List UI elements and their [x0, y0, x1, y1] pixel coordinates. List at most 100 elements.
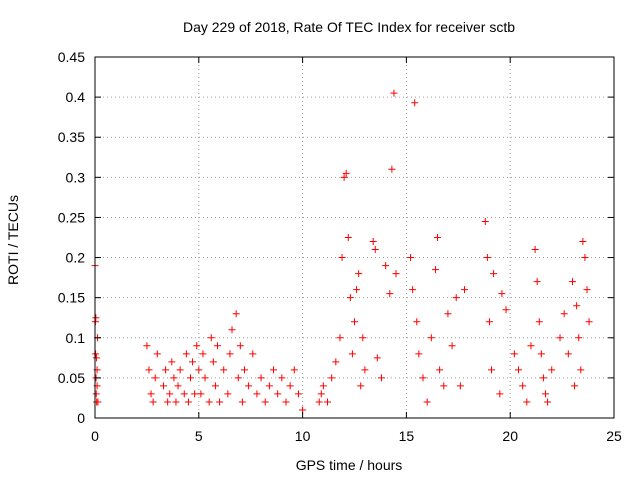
data-point [290, 366, 298, 374]
data-point [560, 310, 568, 318]
data-point [427, 334, 435, 342]
data-point [461, 286, 469, 294]
y-tick-label: 0.15 [58, 290, 85, 306]
data-point [519, 382, 527, 390]
axis-ticks: 0 0.05 0.1 0.15 0.2 0.25 0.3 0.35 0.4 0.45 0 5 10 15 2… [58, 49, 622, 444]
data-point [232, 310, 240, 318]
data-point [257, 374, 265, 382]
data-point [409, 286, 417, 294]
data-point [176, 366, 184, 374]
data-point [253, 390, 261, 398]
data-point [523, 398, 531, 406]
data-point [527, 342, 535, 350]
data-point [436, 366, 444, 374]
data-point [211, 382, 219, 390]
data-point [485, 318, 493, 326]
data-point [488, 366, 496, 374]
plot-frame [94, 56, 615, 419]
data-point [577, 366, 585, 374]
data-point [431, 266, 439, 274]
data-point [386, 290, 394, 298]
data-point [369, 238, 377, 246]
data-point [573, 302, 581, 310]
data-point [535, 318, 543, 326]
data-point [531, 246, 539, 254]
y-tick-label: 0.1 [66, 330, 86, 346]
data-point [265, 382, 273, 390]
data-point [415, 350, 423, 358]
data-point [481, 217, 489, 225]
data-point [440, 382, 448, 390]
y-tick-label: 0.35 [58, 129, 85, 145]
y-tick-label: 0.2 [66, 250, 86, 266]
x-tick-label: 5 [195, 428, 203, 444]
x-tick-label: 0 [91, 428, 99, 444]
y-tick-label: 0.3 [66, 169, 86, 185]
data-point [571, 382, 579, 390]
data-point [149, 398, 157, 406]
data-point [583, 286, 591, 294]
data-point [332, 358, 340, 366]
x-tick-label: 15 [399, 428, 415, 444]
data-point [182, 350, 190, 358]
data-point [490, 270, 498, 278]
data-point [92, 354, 100, 362]
data-point [448, 342, 456, 350]
data-point [359, 334, 367, 342]
data-point [533, 278, 541, 286]
data-point [496, 390, 504, 398]
x-tick-label: 25 [606, 428, 622, 444]
data-point [195, 366, 203, 374]
data-point [328, 374, 336, 382]
data-point [226, 350, 234, 358]
y-tick-label: 0.05 [58, 370, 85, 386]
data-point [537, 350, 545, 358]
data-point [172, 398, 180, 406]
data-point [423, 398, 431, 406]
data-point [515, 366, 523, 374]
data-point [340, 173, 348, 181]
data-point [510, 350, 518, 358]
data-point [434, 234, 442, 241]
x-axis-label: GPS time / hours [296, 457, 403, 473]
data-point [174, 382, 182, 390]
data-points [91, 89, 593, 414]
data-point [205, 398, 213, 406]
data-point [548, 366, 556, 374]
data-point [390, 89, 398, 97]
data-point [355, 270, 363, 278]
data-point [143, 342, 151, 350]
data-point [564, 350, 572, 358]
data-point [294, 390, 302, 398]
data-point [544, 398, 552, 406]
data-point [245, 382, 253, 390]
data-point [162, 366, 170, 374]
data-point [585, 318, 593, 326]
data-point [575, 334, 583, 342]
data-point [274, 390, 282, 398]
data-point [342, 169, 350, 177]
data-point [324, 398, 332, 406]
data-point [319, 382, 327, 390]
y-tick-label: 0 [77, 410, 85, 426]
data-point [278, 374, 286, 382]
data-point [413, 318, 421, 326]
data-point [147, 390, 155, 398]
data-point [94, 398, 102, 406]
data-point [579, 238, 587, 246]
data-point [180, 390, 188, 398]
data-point [541, 390, 549, 398]
data-point [189, 358, 197, 366]
data-point [286, 382, 294, 390]
data-point [282, 398, 290, 406]
data-point [568, 278, 576, 286]
data-point [336, 334, 344, 342]
data-point [353, 286, 361, 294]
data-point [168, 358, 176, 366]
data-point [92, 350, 100, 358]
data-point [166, 390, 174, 398]
data-point [184, 398, 192, 406]
data-point [382, 262, 390, 270]
data-point [351, 318, 358, 326]
